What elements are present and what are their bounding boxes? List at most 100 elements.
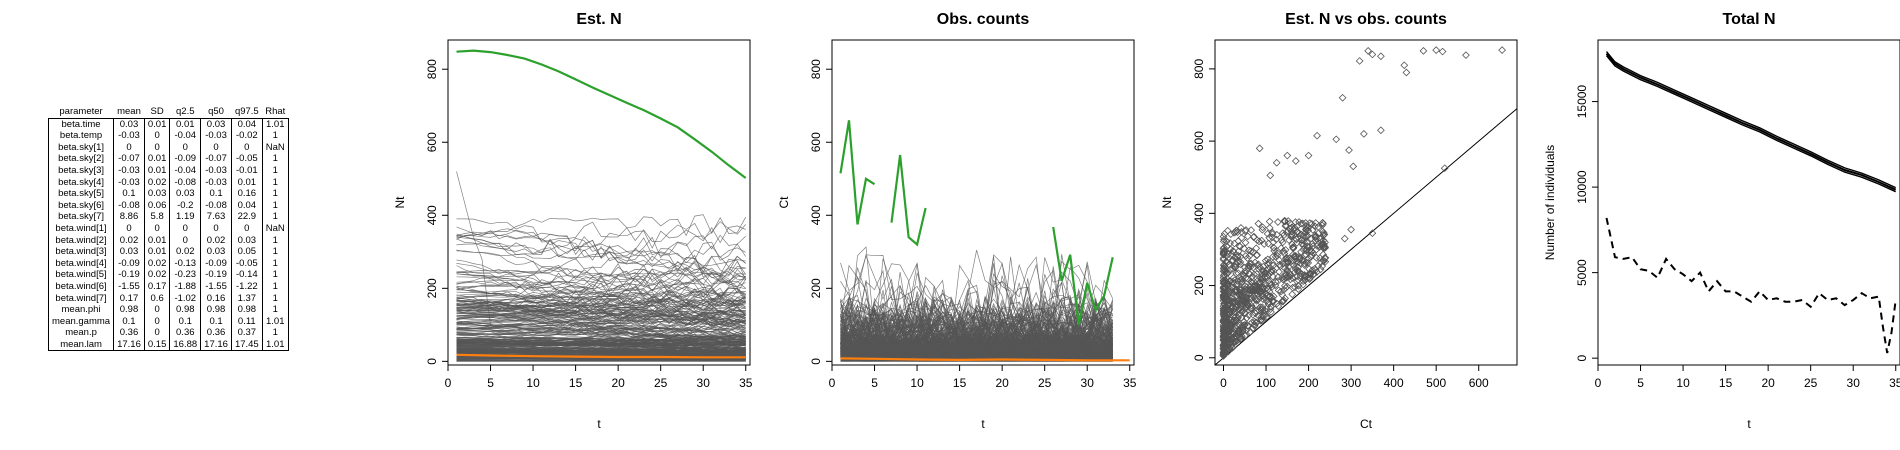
table-cell: 1 — [261, 280, 289, 293]
table-cell: 0.03 — [200, 117, 232, 131]
table-cell: 1 — [261, 269, 289, 281]
table-cell: beta.sky[6] — [47, 199, 114, 212]
table-cell: 0.98 — [230, 304, 263, 316]
scatter-point — [1234, 313, 1242, 322]
scatter-point — [1290, 223, 1299, 232]
x-tick-label: 30 — [1081, 376, 1095, 390]
table-cell: beta.temp — [47, 130, 114, 142]
series-line — [456, 218, 746, 261]
scatter-point — [1220, 278, 1228, 286]
scatter-point — [1319, 257, 1328, 265]
series-line — [456, 272, 746, 290]
table-cell: 0 — [143, 315, 170, 328]
series-line — [456, 303, 746, 325]
scatter-point — [1280, 282, 1289, 290]
series-line — [840, 325, 1113, 355]
table-cell: 1.19 — [169, 211, 201, 223]
scatter-point — [1237, 314, 1246, 322]
x-tick-label: 15 — [569, 376, 583, 390]
scatter-point — [1250, 317, 1259, 326]
scatter-point — [1261, 256, 1270, 265]
scatter-point — [1309, 249, 1317, 257]
scatter-point — [1303, 243, 1312, 251]
scatter-point — [1266, 171, 1275, 180]
parameter-summary-table: parameter mean SD q2.5 q50 q97.5 Rhat beta.tim… — [47, 106, 289, 352]
scatter-point — [1313, 131, 1321, 140]
x-tick-label: 30 — [1847, 376, 1861, 390]
scatter-point — [1338, 93, 1347, 102]
table-row: beta.wind[1] 0 0 0 0 0 NaN — [47, 222, 289, 235]
scatter-point — [1232, 269, 1241, 278]
scatter-point — [1227, 321, 1236, 330]
column-header: q97.5 — [234, 106, 259, 117]
scatter-point — [1220, 315, 1228, 324]
scatter-point — [1237, 332, 1246, 341]
y-axis-label: Nt — [1160, 196, 1174, 209]
scatter-point — [1293, 272, 1301, 281]
scatter-point — [1225, 277, 1234, 285]
scatter-point — [1220, 260, 1228, 269]
series-line — [456, 225, 746, 257]
x-tick-label: 10 — [526, 376, 540, 390]
x-tick-label: 35 — [1889, 376, 1900, 390]
x-tick-label: 100 — [1256, 376, 1276, 390]
scatter-point — [1245, 269, 1253, 278]
table-cell: -1.55 — [113, 280, 145, 293]
table-cell: beta.sky[3] — [47, 164, 114, 177]
table-row: beta.wind[4] -0.09 0.02 -0.13 -0.09 -0.05 1 — [47, 257, 289, 270]
scatter-point — [1305, 275, 1314, 283]
table-cell: -0.03 — [200, 130, 232, 142]
x-tick-label: 5 — [1637, 376, 1644, 390]
table-cell: 0.1 — [200, 188, 232, 200]
table-cell: 0.11 — [230, 315, 263, 328]
scatter-point — [1298, 219, 1307, 228]
scatter-point — [1258, 316, 1267, 325]
scatter-point — [1312, 234, 1321, 243]
series-line — [456, 265, 746, 302]
scatter-point — [1257, 287, 1265, 295]
scatter-point — [1252, 300, 1260, 309]
scatter-point — [1303, 232, 1312, 240]
series-line — [456, 341, 746, 348]
scatter-point — [1278, 238, 1287, 247]
scatter-point — [1257, 236, 1266, 245]
scatter-point — [1364, 46, 1372, 55]
table-cell: -0.09 — [113, 257, 145, 270]
scatter-point — [1232, 280, 1241, 289]
scatter-point — [1275, 260, 1284, 269]
table-cell: mean.gamma — [47, 315, 114, 328]
scatter-point — [1462, 51, 1470, 60]
scatter-point — [1293, 238, 1301, 247]
scatter-point — [1289, 261, 1298, 270]
scatter-point — [1498, 46, 1506, 54]
x-axis-label: t — [981, 417, 985, 431]
scatter-point — [1264, 239, 1273, 248]
series-line — [840, 330, 1113, 357]
table-cell: 0.1 — [200, 315, 232, 328]
scatter-point — [1289, 244, 1298, 253]
scatter-point — [1419, 46, 1428, 55]
scatter-point — [1294, 266, 1302, 275]
column-header: q2.5 — [176, 106, 195, 117]
scatter-point — [1234, 237, 1243, 245]
scatter-point — [1432, 46, 1441, 54]
table-row: beta.wind[6] -1.55 0.17 -1.88 -1.55 -1.22 1 — [47, 280, 289, 293]
y-tick-label: 0 — [1192, 354, 1206, 361]
scatter-point — [1264, 271, 1273, 279]
scatter-point — [1227, 341, 1236, 350]
table-cell: 0.03 — [113, 117, 145, 131]
scatter-point — [1400, 61, 1409, 70]
table-row: beta.sky[7] 8.86 5.8 1.19 7.63 22.9 1 — [47, 211, 289, 223]
scatter-point — [1282, 254, 1290, 263]
table-cell: 0.02 — [200, 234, 232, 247]
scatter-point — [1234, 251, 1242, 260]
series-line — [456, 266, 746, 282]
scatter-point — [1220, 327, 1228, 336]
scatter-point — [1246, 327, 1255, 336]
table-row: beta.wind[7] 0.17 0.6 -1.02 0.16 1.37 1 — [47, 292, 289, 305]
table-cell: -1.22 — [230, 280, 263, 293]
scatter-point — [1237, 274, 1246, 283]
table-cell: 0 — [169, 141, 201, 154]
scatter-point — [1269, 297, 1278, 305]
scatter-point — [1264, 297, 1273, 306]
